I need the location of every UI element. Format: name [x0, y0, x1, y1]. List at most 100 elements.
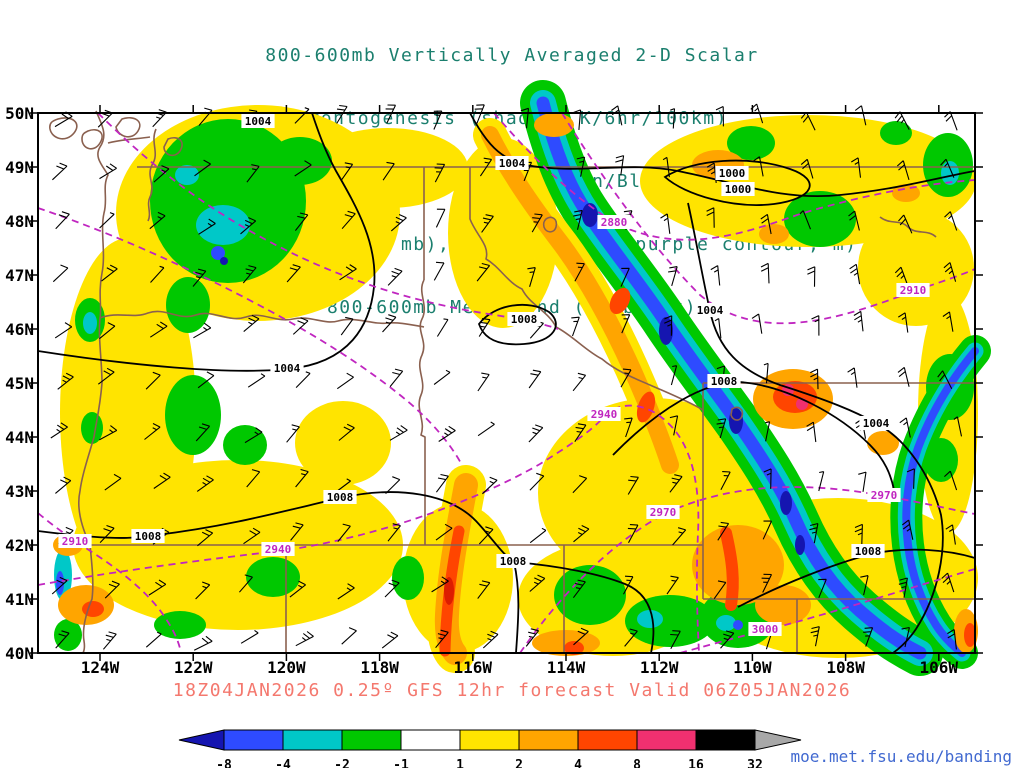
- wind-barb: [336, 104, 348, 124]
- wind-barb: [715, 106, 724, 127]
- lon-axis-label: 118W: [360, 658, 399, 677]
- wind-barb: [289, 580, 306, 598]
- wind-barb: [627, 475, 639, 495]
- lat-axis-label: 42N: [5, 536, 34, 555]
- credit-link[interactable]: moe.met.fsu.edu/banding: [790, 747, 1012, 766]
- wind-barb: [150, 265, 165, 283]
- wind-barb: [670, 108, 676, 129]
- wind-barb: [294, 160, 312, 177]
- contour-label: 1004: [697, 304, 724, 317]
- wind-barb: [898, 312, 909, 333]
- wind-barb: [627, 524, 639, 543]
- wind-barb: [433, 261, 445, 281]
- wind-barb: [194, 159, 211, 177]
- contour-label: 2970: [650, 506, 677, 519]
- contour-label: 1008: [135, 530, 162, 543]
- wind-barb: [240, 629, 259, 644]
- wind-barb: [337, 583, 355, 600]
- wind-barb: [762, 520, 773, 540]
- wind-barb: [576, 156, 586, 177]
- wind-barb: [99, 212, 115, 229]
- wind-barb: [243, 527, 261, 545]
- wind-barb: [387, 523, 401, 542]
- colorbar-segment: [459, 729, 520, 751]
- shading-frontogenesis-orange-red: [53, 113, 978, 673]
- wind-barb: [438, 425, 456, 442]
- wind-barb: [799, 210, 812, 230]
- wind-barb: [341, 210, 356, 230]
- wind-barb: [714, 318, 722, 339]
- wind-barb: [97, 367, 115, 385]
- wind-barb: [818, 578, 827, 599]
- wind-barb: [243, 314, 260, 333]
- wind-barb: [295, 371, 311, 388]
- wind-barb: [851, 157, 862, 178]
- colorbar-segment: [577, 729, 638, 751]
- lat-axis-label: 45N: [5, 374, 34, 393]
- wind-barb: [153, 472, 171, 489]
- colorbar-arrow-left: [178, 729, 225, 751]
- wind-barb: [54, 322, 73, 339]
- wind-barb: [381, 631, 399, 649]
- wind-barb: [760, 262, 770, 284]
- colorbar-segment: [282, 729, 343, 751]
- wind-barb: [198, 218, 216, 235]
- wind-barb: [295, 468, 309, 488]
- wind-barb: [668, 266, 678, 287]
- lon-axis-label: 108W: [826, 658, 865, 677]
- wind-barb: [144, 423, 161, 440]
- colorbar-segment: [341, 729, 402, 751]
- wind-barb: [807, 266, 816, 287]
- colorbar-segment: [223, 729, 284, 751]
- wind-barb: [953, 416, 963, 437]
- lat-axis-label: 41N: [5, 590, 34, 609]
- wind-barb: [339, 264, 357, 281]
- wind-barb: [944, 111, 958, 131]
- wind-barb: [390, 213, 407, 232]
- contour-label: 1004: [499, 157, 526, 170]
- wind-barb: [101, 264, 118, 282]
- wind-barb: [572, 372, 587, 392]
- wind-barb: [152, 109, 167, 128]
- contour-label: 1008: [855, 545, 882, 558]
- wind-barb: [810, 626, 820, 647]
- wind-barb: [624, 628, 638, 647]
- wind-barb: [477, 580, 491, 599]
- wind-barb: [849, 263, 861, 285]
- wind-barb: [765, 421, 771, 442]
- wind-barb: [800, 158, 814, 179]
- wind-barb: [854, 523, 863, 545]
- contour-label: 1008: [500, 555, 527, 568]
- wind-barb: [474, 104, 485, 124]
- wind-barb: [478, 318, 491, 337]
- wind-barb: [286, 264, 301, 283]
- wind-barb: [478, 526, 494, 545]
- wind-barb: [858, 471, 867, 492]
- wind-barb: [196, 475, 214, 492]
- wind-barb: [901, 626, 910, 648]
- wind-barb: [52, 162, 68, 181]
- colorbar-tick-label: 1: [456, 758, 464, 768]
- wind-barb: [672, 527, 687, 546]
- wind-barb: [848, 210, 860, 231]
- wind-barb: [294, 212, 309, 231]
- wind-barb: [435, 208, 446, 228]
- wind-barb: [574, 262, 585, 282]
- wind-barb: [389, 425, 408, 441]
- wind-barb: [431, 576, 449, 593]
- wind-barb: [573, 525, 590, 543]
- wind-barb: [102, 631, 117, 650]
- map-frame: [30, 105, 983, 661]
- wind-barb: [710, 265, 721, 286]
- wind-barbs: [50, 103, 963, 651]
- wind-barb: [713, 580, 727, 600]
- wind-barb: [669, 474, 683, 493]
- wind-barb: [947, 629, 957, 650]
- wind-barb: [434, 163, 446, 183]
- shading-frontolysis-cyan-accents: [54, 161, 959, 631]
- wind-barb: [57, 372, 74, 390]
- wind-barb: [717, 521, 730, 541]
- wind-barb: [899, 417, 911, 438]
- wind-barb: [99, 524, 115, 543]
